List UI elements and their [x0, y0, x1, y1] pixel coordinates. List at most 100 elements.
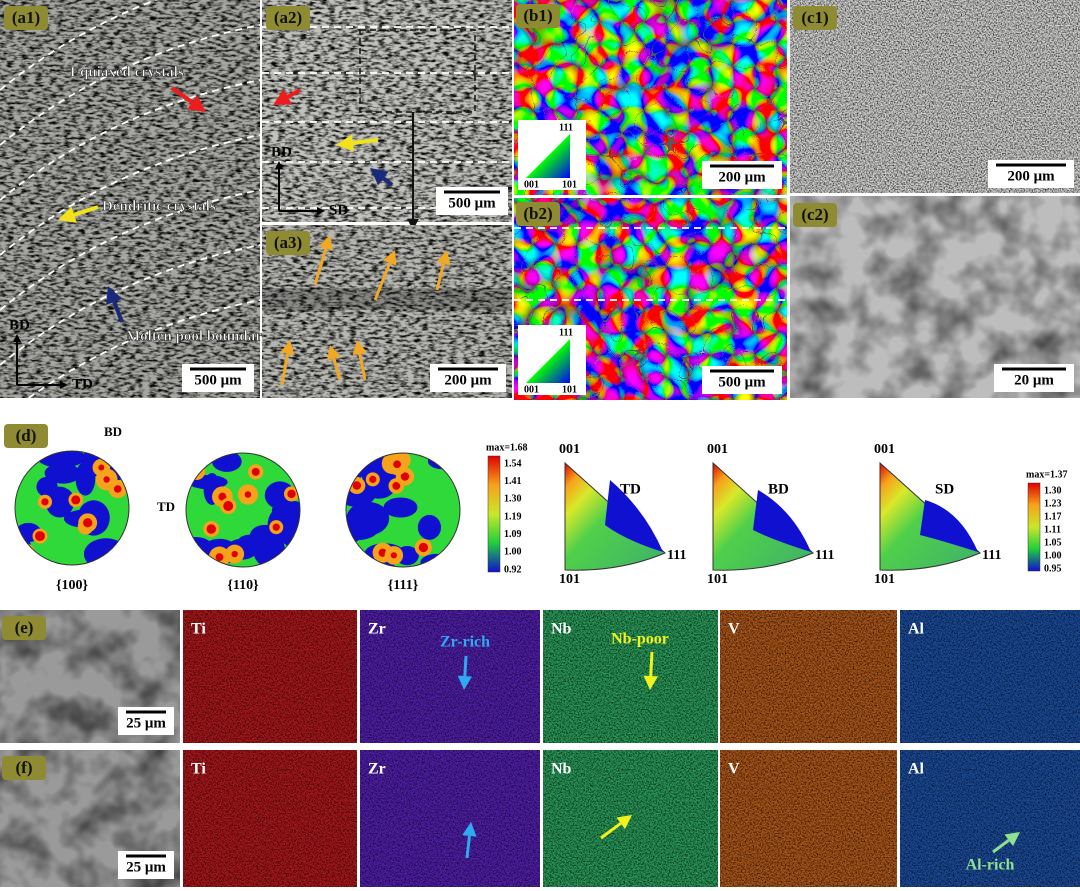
ipf-key-label: 001 [524, 179, 539, 190]
axis-label: SD [329, 202, 348, 218]
pool-boundary [0, 79, 261, 201]
high-density [83, 518, 93, 528]
pole-figure-map [15, 451, 129, 565]
ipf-corner: 111 [667, 548, 686, 563]
scale-bar-label: 500 μm [448, 195, 496, 211]
ipf-corner: 101 [707, 572, 728, 587]
legend-tick: 1.30 [504, 494, 522, 505]
arrow [649, 651, 654, 677]
ipf-key-label: 101 [562, 179, 577, 190]
ipf-corner: 001 [874, 442, 895, 457]
legend-tick: 1.19 [504, 511, 522, 522]
legend-tick: 1.54 [504, 458, 522, 469]
arrow-head [319, 235, 333, 251]
plane-label: {110} [227, 578, 259, 593]
direction-label: TD [620, 481, 641, 497]
legend-bar [1027, 482, 1041, 572]
high-density [206, 524, 216, 534]
element-label: V [728, 621, 740, 638]
pool-boundary [0, 244, 261, 366]
arrow-head [352, 340, 367, 356]
scale-bar-label: 25 μm [126, 859, 166, 875]
arrow [313, 247, 328, 286]
high-density [223, 501, 234, 511]
arrow [280, 353, 290, 386]
pole-figure [185, 452, 301, 568]
image-texture [900, 750, 1080, 887]
arrow-head [462, 822, 477, 837]
legend-tick: 1.41 [504, 476, 522, 487]
arrow-head [326, 345, 341, 361]
panel-label: (a1) [12, 8, 40, 27]
panel-label-box [2, 756, 46, 780]
panel-label: (b2) [523, 204, 552, 223]
pole-figure-outline [345, 452, 461, 568]
ipf-corner: 001 [707, 442, 728, 457]
legend-tick: 0.95 [1044, 563, 1062, 574]
annotation: Al-rich [966, 857, 1015, 874]
legend-tick: 1.00 [1044, 550, 1062, 561]
axis-label: TD [72, 376, 93, 392]
annotation: Zr-rich [440, 634, 490, 651]
pole-figure-outline [14, 450, 130, 566]
arrow [352, 138, 379, 145]
high-density [103, 476, 110, 483]
panel-label-box [266, 231, 310, 255]
ipf-low [753, 490, 811, 552]
ipf-key-label: 111 [559, 122, 573, 133]
ipf-key [526, 134, 570, 178]
legend-tick: 1.09 [504, 529, 522, 540]
element-label: V [728, 761, 740, 778]
panel-label: (a2) [274, 8, 302, 27]
direction-label: TD [157, 499, 175, 514]
image-texture [360, 610, 540, 743]
pool-boundary [0, 0, 159, 91]
arrow-head [1004, 832, 1020, 847]
panel-label: (c1) [801, 8, 828, 27]
panel-label: (a3) [274, 233, 302, 252]
high-density [98, 464, 105, 471]
pole-figure-outline [185, 452, 301, 568]
ipf-corner: 101 [559, 572, 580, 587]
arrow [112, 301, 124, 323]
panel-label-box [4, 424, 48, 448]
legend-max: max=1.68 [486, 442, 528, 453]
legend-tick: 1.23 [1044, 498, 1062, 509]
pool-boundary [0, 24, 261, 146]
high-density [71, 495, 81, 505]
high-density [215, 553, 224, 562]
element-label: Nb [551, 621, 572, 638]
arrow-head [336, 134, 354, 152]
element-label: Zr [368, 761, 386, 778]
high-density [244, 491, 252, 498]
axis-head [317, 207, 325, 215]
high-density [369, 475, 377, 483]
scale-bar-label: 200 μm [718, 169, 766, 185]
element-label: Ti [191, 761, 206, 778]
scale-bar-label: 500 μm [718, 374, 766, 390]
panel-label-box [516, 4, 560, 28]
ipf-corner: 001 [559, 442, 580, 457]
scale-bar-label: 200 μm [1007, 168, 1055, 184]
pole-figure-map [186, 453, 300, 567]
image-texture [360, 750, 540, 887]
arrow [358, 353, 367, 381]
boundary-band [262, 288, 512, 310]
high-density [218, 492, 227, 501]
axis-label: BD [271, 144, 292, 160]
image-texture [900, 610, 1080, 743]
arrow-head [643, 675, 658, 690]
plane-label: {111} [388, 578, 419, 593]
pool-boundary [0, 299, 261, 421]
low-density [46, 463, 81, 484]
high-density [35, 531, 45, 542]
panel-label: (e) [15, 618, 34, 637]
panel-label-box [793, 6, 837, 30]
legend-tick: 1.11 [1044, 524, 1061, 535]
panel-label: (c2) [801, 205, 828, 224]
image-texture [183, 750, 357, 887]
high-density [20, 550, 30, 560]
panel-label-box [516, 202, 560, 226]
direction-label: BD [104, 424, 122, 439]
